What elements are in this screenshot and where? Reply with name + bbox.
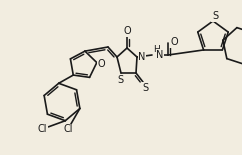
Text: N: N (156, 50, 164, 60)
Text: H: H (154, 46, 160, 55)
Text: S: S (142, 83, 148, 93)
Text: O: O (170, 37, 178, 47)
Text: S: S (117, 75, 123, 85)
Text: Cl: Cl (38, 124, 47, 134)
Text: O: O (123, 26, 131, 36)
Text: N: N (138, 52, 146, 62)
Text: S: S (212, 11, 218, 21)
Text: O: O (98, 59, 106, 69)
Text: Cl: Cl (63, 124, 73, 134)
